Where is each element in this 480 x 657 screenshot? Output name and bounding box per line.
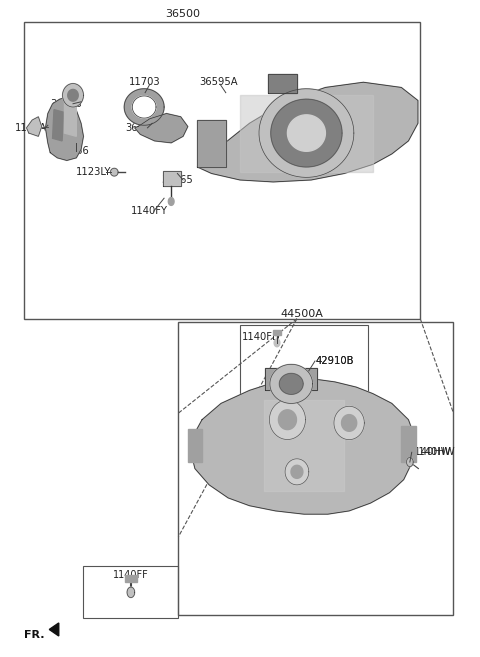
Polygon shape — [26, 117, 42, 136]
Text: 1140FF: 1140FF — [113, 570, 149, 579]
Polygon shape — [240, 95, 373, 172]
Text: 36566: 36566 — [57, 147, 89, 156]
Polygon shape — [264, 400, 344, 491]
Polygon shape — [197, 82, 418, 182]
Polygon shape — [288, 115, 325, 151]
Polygon shape — [168, 198, 174, 206]
Polygon shape — [268, 74, 297, 93]
Polygon shape — [265, 367, 317, 390]
Text: 42910B: 42910B — [316, 356, 354, 366]
Text: 1140HW: 1140HW — [413, 447, 456, 457]
Polygon shape — [270, 365, 312, 403]
Polygon shape — [68, 89, 78, 101]
Polygon shape — [62, 83, 84, 107]
Polygon shape — [274, 339, 280, 347]
Polygon shape — [271, 99, 342, 167]
Polygon shape — [197, 120, 226, 167]
Text: 1140FD: 1140FD — [242, 332, 281, 342]
Polygon shape — [64, 102, 76, 136]
Polygon shape — [190, 377, 416, 514]
Polygon shape — [132, 96, 156, 118]
Text: 36618: 36618 — [50, 99, 82, 109]
Polygon shape — [46, 97, 84, 160]
Text: 1123LY: 1123LY — [76, 167, 112, 177]
Text: 36565: 36565 — [162, 175, 193, 185]
Polygon shape — [273, 330, 281, 335]
Text: 36595A: 36595A — [200, 78, 238, 87]
Polygon shape — [135, 114, 188, 143]
Text: 42910B: 42910B — [316, 356, 354, 366]
Polygon shape — [269, 400, 305, 440]
Text: 1140FY: 1140FY — [131, 206, 168, 216]
Text: 36562: 36562 — [125, 123, 157, 133]
Polygon shape — [53, 110, 63, 141]
Polygon shape — [188, 430, 202, 462]
Text: 1140HW: 1140HW — [408, 447, 451, 457]
Polygon shape — [342, 415, 357, 431]
Text: FR.: FR. — [24, 629, 45, 640]
Polygon shape — [110, 168, 118, 176]
Polygon shape — [49, 623, 59, 636]
Polygon shape — [259, 89, 354, 177]
Polygon shape — [407, 457, 413, 466]
Polygon shape — [401, 426, 416, 462]
Text: 11703: 11703 — [129, 78, 160, 87]
Text: 36500: 36500 — [166, 9, 201, 19]
Polygon shape — [285, 459, 309, 485]
Polygon shape — [278, 410, 297, 430]
Polygon shape — [127, 587, 135, 598]
Polygon shape — [291, 465, 303, 478]
Polygon shape — [125, 576, 137, 582]
Text: 1140AF: 1140AF — [14, 123, 52, 133]
Polygon shape — [124, 89, 164, 125]
Text: 44500A: 44500A — [280, 309, 323, 319]
Polygon shape — [163, 171, 180, 187]
Polygon shape — [279, 373, 303, 394]
Polygon shape — [334, 406, 364, 440]
